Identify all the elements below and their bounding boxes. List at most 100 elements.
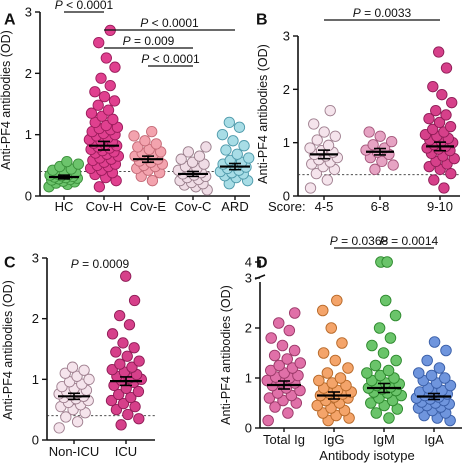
y-tick-label: 2 — [25, 66, 32, 81]
data-point — [117, 337, 129, 349]
data-point — [439, 372, 451, 384]
data-point — [382, 364, 395, 377]
data-point — [433, 116, 446, 129]
data-point — [318, 126, 330, 138]
data-point — [106, 328, 119, 340]
x-tick-label: Cov-E — [130, 199, 166, 214]
x-tick-label: ARD — [221, 199, 248, 214]
data-point — [106, 363, 118, 376]
data-point — [283, 324, 296, 337]
group-igg — [311, 294, 357, 427]
group-iga — [410, 336, 457, 427]
y-axis-label: Anti-PF4 antibodies (OD) — [0, 30, 13, 170]
data-point — [373, 322, 386, 334]
y-axis-label: Anti-PF4 antibodies (OD) — [256, 44, 270, 184]
data-point — [363, 126, 375, 138]
data-point — [121, 350, 133, 362]
x-tick-label: HC — [55, 199, 74, 214]
data-point — [336, 337, 348, 349]
data-point — [379, 294, 392, 307]
x-axis-prefix: Score: — [268, 199, 306, 214]
data-point — [265, 332, 277, 344]
data-point — [304, 182, 317, 194]
data-point — [367, 139, 379, 151]
y-tick-label: 1 — [32, 372, 39, 387]
data-point — [288, 307, 301, 319]
x-tick-label: Cov-C — [175, 199, 212, 214]
data-point — [231, 148, 243, 160]
data-point — [374, 130, 386, 142]
data-point — [128, 130, 140, 142]
data-point — [369, 359, 382, 372]
y-tick-label: 2 — [245, 321, 252, 336]
group-non-icu — [53, 361, 95, 434]
data-point — [376, 155, 388, 167]
data-point — [389, 309, 402, 322]
data-point — [386, 135, 398, 148]
data-point — [317, 347, 330, 359]
group-cov-e — [128, 125, 169, 187]
group-ard — [214, 116, 255, 190]
data-point — [110, 346, 122, 358]
data-point — [311, 134, 323, 146]
data-point — [440, 62, 453, 74]
p-value-label: P = 0.0014 — [380, 234, 439, 248]
data-point — [238, 140, 250, 152]
data-point — [440, 344, 452, 357]
data-point — [294, 357, 307, 369]
data-point — [308, 118, 320, 130]
data-point — [59, 367, 71, 379]
data-point — [100, 52, 112, 64]
y-tick-label: 1 — [245, 371, 252, 386]
data-point — [107, 113, 119, 125]
data-point — [139, 135, 151, 147]
y-axis-label: Anti-PF4 antibodies (OD) — [219, 285, 233, 425]
data-point — [265, 364, 277, 377]
data-point — [125, 391, 137, 404]
panel-D: D Anti-PF4 antibodies (OD) 0 1 2 34 Total Ig Ig… — [219, 234, 462, 463]
group-6-8 — [360, 126, 399, 175]
data-point — [329, 130, 341, 142]
data-point — [71, 370, 83, 382]
data-point — [326, 377, 338, 389]
data-point — [233, 121, 246, 133]
data-point — [126, 361, 138, 373]
p-value-label: P = 0.0368 — [330, 234, 389, 248]
y-axis-label: Anti-PF4 antibodies (OD) — [1, 280, 15, 420]
data-point — [421, 354, 433, 367]
x-tick-label: Total Ig — [263, 432, 305, 447]
group-cov-h — [83, 24, 125, 193]
data-point — [425, 369, 438, 382]
group-4-5 — [304, 105, 343, 194]
data-point — [316, 304, 329, 317]
data-point — [132, 385, 145, 398]
data-point — [436, 89, 448, 101]
y-tick-label: 2 — [32, 311, 39, 326]
data-point — [273, 359, 285, 372]
data-point — [243, 152, 255, 164]
x-tick-label: 4-5 — [315, 199, 334, 214]
x-tick-label: IgM — [373, 432, 395, 447]
p-value-label: P < 0.0001 — [140, 16, 199, 30]
data-point — [366, 339, 378, 352]
data-point — [83, 373, 95, 385]
y-tick-label: 2 — [283, 82, 290, 97]
y-tick-label: 3 — [245, 271, 252, 286]
data-point — [324, 105, 336, 117]
group-total-ig — [261, 307, 307, 427]
x-tick-label: Cov-H — [86, 199, 123, 214]
data-point — [374, 369, 387, 382]
data-point — [331, 294, 343, 307]
data-point — [115, 419, 127, 431]
data-point — [216, 129, 229, 141]
data-point — [269, 401, 281, 413]
data-point — [281, 353, 293, 365]
data-point — [123, 319, 136, 331]
p-value-label: P = 0.0033 — [353, 6, 412, 20]
panel-letter: A — [4, 11, 16, 28]
data-point — [60, 411, 72, 423]
data-point — [310, 167, 323, 180]
data-point — [93, 181, 106, 193]
data-point — [193, 150, 206, 162]
